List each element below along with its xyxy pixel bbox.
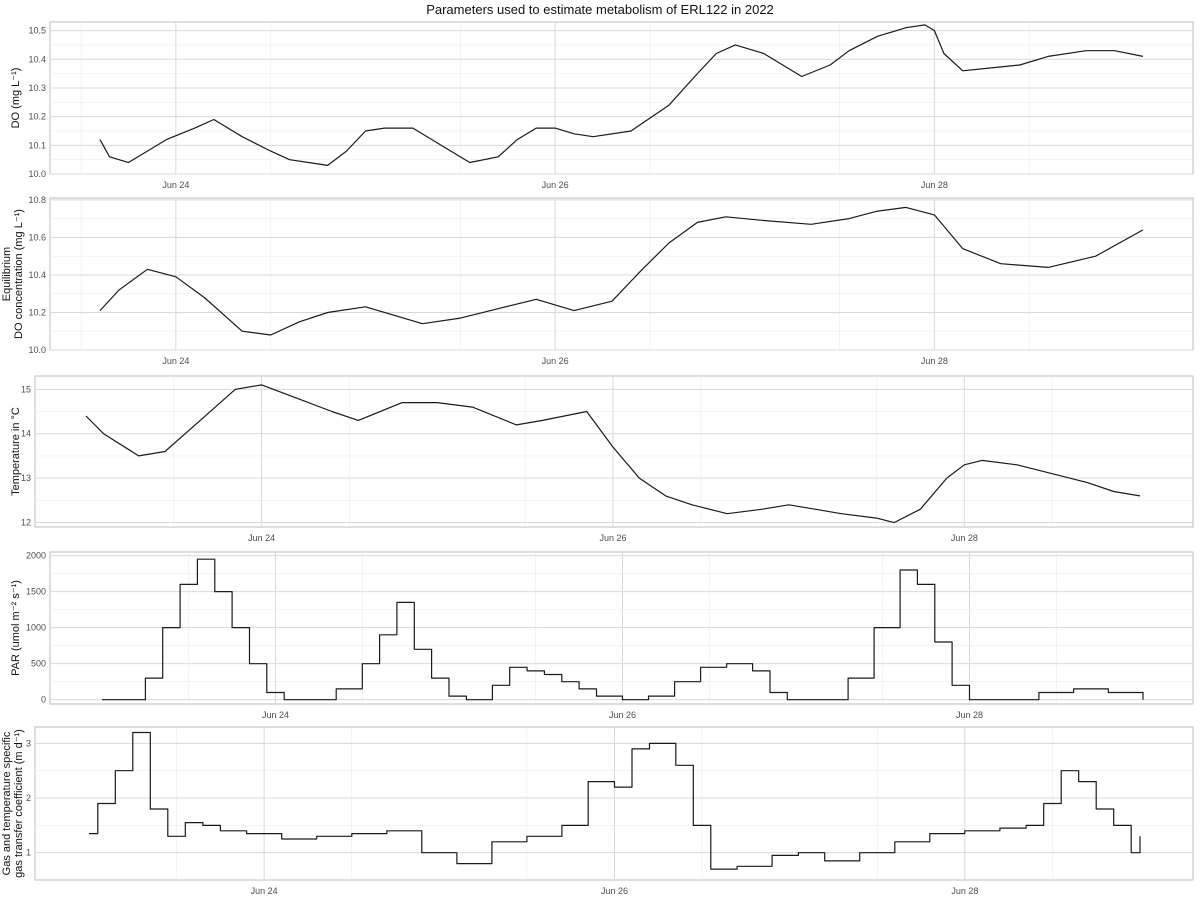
- y-axis-label: PAR (umol m⁻² s⁻¹): [10, 580, 22, 676]
- panel-1: Jun 24 Jun 26 Jun 28 10.0 10.1 10.2 10.3 10.4 10…: [10, 21, 1194, 190]
- panel-5: Jun 24 Jun 26 Jun 28 1 2 3 Gas and temperature…: [1, 726, 1194, 896]
- y-tick-label: 10.4: [28, 54, 46, 64]
- y-tick-label: 3: [26, 738, 31, 748]
- y-tick-label: 10.6: [28, 232, 46, 242]
- y-tick-label: 10.8: [28, 195, 46, 205]
- panel-background: [34, 375, 1194, 528]
- y-tick-label: 2: [26, 793, 31, 803]
- x-tick-label: Jun 26: [601, 886, 628, 896]
- y-tick-label: 10.0: [28, 345, 46, 355]
- x-tick-label: Jun 26: [609, 710, 636, 720]
- y-axis-label: DO (mg L⁻¹): [10, 68, 22, 129]
- y-tick-label: 1: [26, 848, 31, 858]
- series-line: [89, 731, 1141, 870]
- y-tick-label: 15: [21, 384, 31, 394]
- x-tick-label: Jun 26: [599, 533, 626, 543]
- panel-4: Jun 24 Jun 26 Jun 28 0 500 1000 1500 2000 PAR (u…: [10, 551, 1194, 720]
- figure-title: Parameters used to estimate metabolism o…: [426, 2, 774, 17]
- series-line: [85, 384, 1141, 524]
- y-tick-label: 10.2: [28, 112, 46, 122]
- y-tick-label: 10.2: [28, 307, 46, 317]
- panel-background: [49, 21, 1194, 175]
- x-tick-label: Jun 24: [262, 710, 289, 720]
- x-tick-label: Jun 26: [542, 356, 569, 366]
- y-tick-label: 13: [21, 473, 31, 483]
- y-tick-label: 12: [21, 518, 31, 528]
- x-tick-label: Jun 28: [921, 356, 948, 366]
- y-axis-label: gas transfer coefficient (m d⁻¹): [13, 729, 25, 878]
- y-axis-label: Equilibrium: [1, 247, 13, 301]
- x-tick-label: Jun 28: [921, 180, 948, 190]
- x-tick-label: Jun 24: [162, 180, 189, 190]
- y-tick-label: 14: [21, 429, 31, 439]
- panel-2: Jun 24 Jun 26 Jun 28 10.0 10.2 10.4 10.6 10.8 Eq…: [1, 195, 1194, 366]
- panel-3: Jun 24 Jun 26 Jun 28 12 13 14 15 Temperature in…: [10, 375, 1194, 543]
- panels-group: Jun 24 Jun 26 Jun 2810.010.110.210.310.410…: [1, 21, 1194, 896]
- y-axis-label: DO concentration (mg L⁻¹): [13, 209, 25, 339]
- y-tick-label: 2000: [26, 551, 46, 561]
- y-tick-label: 10.3: [28, 83, 46, 93]
- x-tick-label: Jun 28: [951, 886, 978, 896]
- series-line: [99, 206, 1144, 336]
- y-tick-label: 0: [41, 695, 46, 705]
- x-tick-label: Jun 26: [542, 180, 569, 190]
- y-tick-label: 1000: [26, 623, 46, 633]
- y-axis-label: Temperature in °C: [10, 407, 22, 496]
- y-axis-label: Gas and temperature specific: [1, 731, 13, 875]
- y-tick-label: 1500: [26, 587, 46, 597]
- series-line: [99, 24, 1144, 166]
- y-tick-label: 10.1: [28, 140, 46, 150]
- y-tick-label: 500: [31, 659, 46, 669]
- panel-background: [49, 197, 1194, 351]
- y-tick-label: 10.5: [28, 26, 46, 36]
- x-tick-label: Jun 24: [251, 886, 278, 896]
- series-line: [102, 558, 1144, 701]
- x-tick-label: Jun 28: [956, 710, 983, 720]
- y-tick-label: 10.4: [28, 270, 46, 280]
- x-tick-label: Jun 24: [162, 356, 189, 366]
- x-tick-label: Jun 24: [248, 533, 275, 543]
- y-tick-label: 10.0: [28, 169, 46, 179]
- x-tick-label: Jun 28: [951, 533, 978, 543]
